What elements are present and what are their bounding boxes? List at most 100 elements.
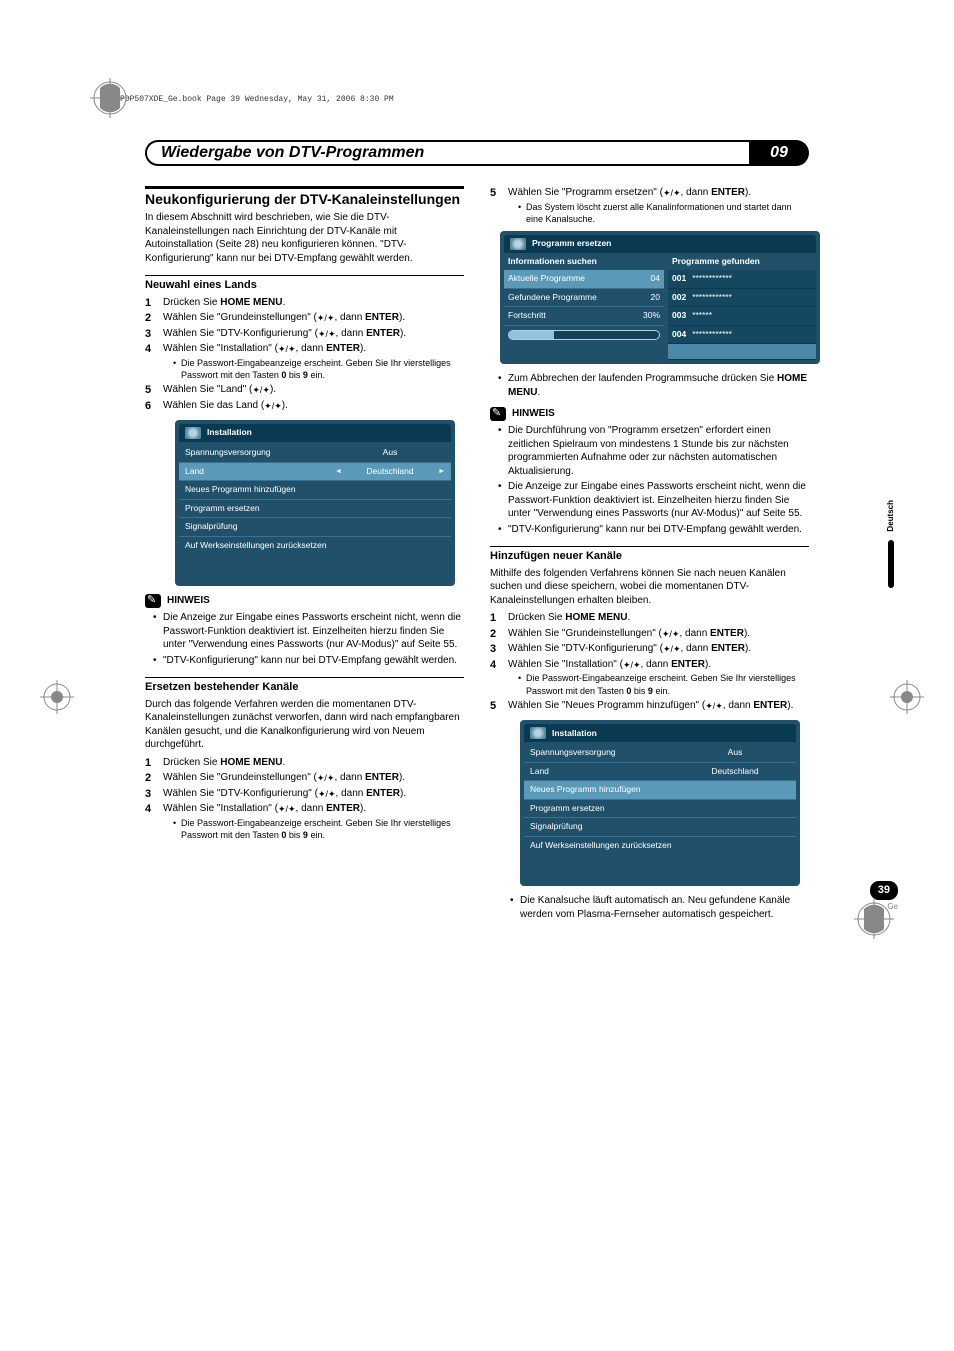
language-tab: Deutsch [884, 500, 898, 588]
osd-row: LandDeutschland [179, 463, 451, 481]
channel-name: ************ [692, 292, 732, 302]
osd-right-panel: Programme gefunden 001 ************ 002 ***… [668, 253, 816, 360]
osd-value: 30% [643, 310, 660, 321]
osd-value: Aus [335, 447, 445, 458]
osd-row: Signalprüfung [179, 518, 451, 536]
osd-body: SpannungsversorgungAusLandDeutschland Neu… [524, 742, 796, 856]
osd-value [335, 484, 445, 495]
step-item: Wählen Sie "Grundeinstellungen" (✦/✦, da… [145, 311, 464, 325]
osd-row: SpannungsversorgungAus [179, 444, 451, 462]
osd-key: Signalprüfung [185, 521, 335, 532]
subsection-heading: Hinzufügen neuer Kanäle [490, 546, 809, 564]
steps-list: Drücken Sie HOME MENU. Wählen Sie "Grund… [145, 296, 464, 412]
note-item: Die Anzeige zur Eingabe eines Passworts … [163, 611, 464, 652]
note-heading: HINWEIS [145, 594, 464, 608]
right-column: Wählen Sie "Programm ersetzen" (✦/✦, dan… [490, 186, 809, 923]
note-list: Die Durchführung von "Programm ersetzen"… [490, 424, 809, 536]
osd-key: Spannungsversorgung [185, 447, 335, 458]
step-item: Wählen Sie "DTV-Konfigurierung" (✦/✦, da… [490, 642, 809, 656]
page: PDP507XDE_Ge.book Page 39 Wednesday, May… [0, 0, 954, 983]
content-columns: Neukonfigurierung der DTV-Kanaleinstellu… [100, 176, 854, 923]
crop-mark-icon [90, 78, 130, 123]
osd-left-panel: Informationen suchen Aktuelle Programme0… [504, 253, 664, 360]
note-icon [145, 594, 161, 608]
osd-value [680, 784, 790, 795]
registration-target-icon [890, 680, 924, 719]
step-item: Wählen Sie "Installation" (✦/✦, dann ENT… [145, 802, 464, 841]
osd-title-text: Programm ersetzen [532, 238, 611, 249]
channel-number: 002 [672, 292, 686, 302]
note-list: Die Anzeige zur Eingabe eines Passworts … [145, 611, 464, 667]
osd-found-row: 002 ************ [668, 289, 816, 307]
step-item: Wählen Sie "Grundeinstellungen" (✦/✦, da… [490, 627, 809, 641]
intro-text: Durch das folgende Verfahren werden die … [145, 698, 464, 752]
book-header-line: PDP507XDE_Ge.book Page 39 Wednesday, May… [120, 95, 394, 106]
note-icon [490, 407, 506, 421]
note-item: "DTV-Konfigurierung" kann nur bei DTV-Em… [163, 654, 464, 668]
page-footer: 39 Ge [870, 881, 898, 913]
note-item: Die Kanalsuche läuft automatisch an. Neu… [520, 894, 809, 921]
intro-text: Mithilfe des folgenden Verfahrens können… [490, 567, 809, 608]
step-item: Drücken Sie HOME MENU. [490, 611, 809, 625]
osd-key: Auf Werkseinstellungen zurücksetzen [185, 540, 335, 551]
step-note: Die Passwort-Eingabeanzeige erscheint. G… [181, 357, 464, 381]
step-item: Wählen Sie "DTV-Konfigurierung" (✦/✦, da… [145, 787, 464, 801]
language-tab-bar [888, 540, 894, 588]
note-item: Zum Abbrechen der laufenden Programmsuch… [508, 372, 809, 399]
locale-code: Ge [870, 902, 898, 913]
note-item: "DTV-Konfigurierung" kann nur bei DTV-Em… [508, 523, 809, 537]
channel-number: 001 [672, 273, 686, 283]
note-label: HINWEIS [512, 407, 555, 421]
osd-found-row: 004************ [668, 326, 816, 344]
osd-found-row: 003****** [668, 307, 816, 325]
osd-row: LandDeutschland [524, 763, 796, 781]
channel-name: ************ [692, 273, 732, 283]
subsection-heading: Neuwahl eines Lands [145, 275, 464, 293]
step-note: Die Passwort-Eingabeanzeige erscheint. G… [181, 817, 464, 841]
osd-title-text: Installation [552, 728, 597, 739]
osd-title: Programm ersetzen [504, 235, 816, 253]
step-item: Drücken Sie HOME MENU. [145, 296, 464, 310]
osd-title: Installation [524, 724, 796, 742]
registration-target-icon [40, 680, 74, 719]
osd-value: Deutschland [335, 466, 445, 477]
osd-key: Land [530, 766, 680, 777]
step-note: Das System löscht zuerst alle Kanalinfor… [526, 201, 809, 225]
osd-key: Neues Programm hinzufügen [530, 784, 680, 795]
osd-subhead: Programme gefunden [668, 253, 816, 270]
osd-row: Auf Werkseinstellungen zurücksetzen [524, 837, 796, 854]
step-item: Wählen Sie "Grundeinstellungen" (✦/✦, da… [145, 771, 464, 785]
step-item: Wählen Sie "Installation" (✦/✦, dann ENT… [145, 342, 464, 381]
osd-value: 04 [651, 273, 660, 284]
osd-key: Neues Programm hinzufügen [185, 484, 335, 495]
step-note: Die Passwort-Eingabeanzeige erscheint. G… [526, 672, 809, 696]
step-item: Wählen Sie "Programm ersetzen" (✦/✦, dan… [490, 186, 809, 225]
osd-row: Neues Programm hinzufügen [524, 781, 796, 799]
osd-row: Programm ersetzen [524, 800, 796, 818]
osd-found-row: 001 ************ [668, 270, 816, 288]
step-item: Wählen Sie das Land (✦/✦). [145, 399, 464, 413]
osd-key: Auf Werkseinstellungen zurücksetzen [530, 840, 680, 851]
osd-key: Programm ersetzen [530, 803, 680, 814]
osd-value [680, 821, 790, 832]
osd-key: Land [185, 466, 335, 477]
channel-name: ****** [692, 310, 712, 320]
note-label: HINWEIS [167, 594, 210, 608]
osd-row: Neues Programm hinzufügen [179, 481, 451, 499]
osd-row: SpannungsversorgungAus [524, 744, 796, 762]
step-item: Wählen Sie "Neues Programm hinzufügen" (… [490, 699, 809, 713]
subsection-heading: Ersetzen bestehender Kanäle [145, 677, 464, 695]
step-item: Drücken Sie HOME MENU. [145, 756, 464, 770]
osd-title: Installation [179, 424, 451, 442]
osd-row: Aktuelle Programme 04 [504, 270, 664, 288]
intro-text: In diesem Abschnitt wird beschrieben, wi… [145, 211, 464, 265]
osd-key: Gefundene Programme [508, 292, 597, 303]
osd-value [680, 840, 790, 851]
chapter-number: 09 [749, 140, 809, 166]
osd-key: Aktuelle Programme [508, 273, 585, 284]
steps-list: Drücken Sie HOME MENU. Wählen Sie "Grund… [490, 611, 809, 712]
osd-row: Signalprüfung [524, 818, 796, 836]
osd-row: Gefundene Programme20 [504, 289, 664, 307]
note-list: Die Kanalsuche läuft automatisch an. Neu… [490, 894, 809, 921]
osd-installation-menu: Installation SpannungsversorgungAusLandD… [175, 420, 455, 586]
